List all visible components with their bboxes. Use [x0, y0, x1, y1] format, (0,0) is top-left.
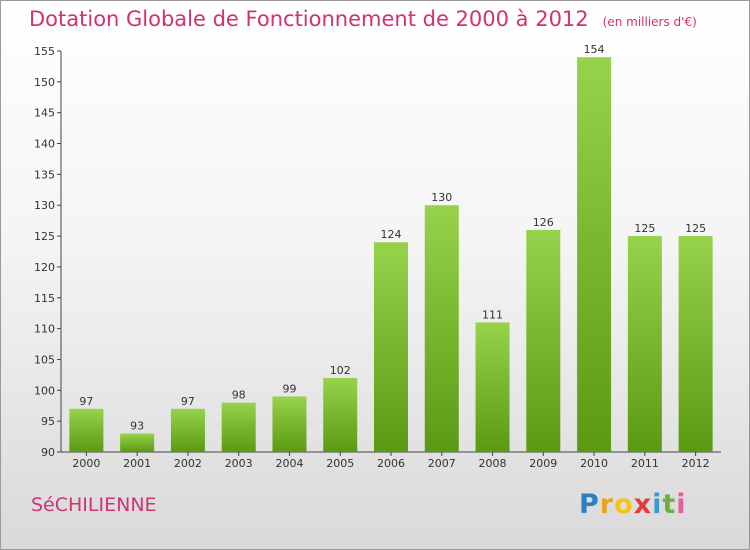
logo-letter: r: [599, 489, 615, 520]
commune-name: SéCHILIENNE: [31, 494, 157, 516]
x-tick-label: 2000: [72, 457, 100, 470]
x-tick-label: 2011: [631, 457, 659, 470]
x-axis: 2000 2001 2002 2003 2004 2005 2006 2007 2008 2009…: [61, 451, 721, 470]
y-tick-label: 145: [34, 107, 55, 120]
bar-value-label: 130: [431, 191, 452, 204]
y-tick-label: 120: [34, 261, 55, 274]
bar-2007: [424, 205, 459, 452]
x-tick-label: 2004: [275, 457, 303, 470]
bar-value-label: 93: [130, 419, 144, 432]
x-tick-label: 2009: [529, 457, 557, 470]
x-tick-label: 2002: [174, 457, 202, 470]
bars: 97 93 97 98 99 102 124 130 111 126 154 125 125: [69, 43, 713, 453]
bar-value-label: 97: [79, 395, 93, 408]
x-tick-label: 2012: [682, 457, 710, 470]
bar-2004: [272, 396, 307, 452]
bar-value-label: 111: [482, 308, 503, 321]
proxiti-logo: Proxiti: [579, 489, 687, 520]
x-tick-label: 2005: [326, 457, 354, 470]
y-tick-label: 105: [34, 353, 55, 366]
bar-value-label: 125: [634, 222, 655, 235]
bar-2002: [170, 408, 205, 452]
bar-2006: [374, 242, 408, 452]
y-tick-label: 110: [34, 323, 55, 336]
bar-2003: [221, 402, 256, 452]
y-tick-label: 140: [34, 138, 55, 151]
x-tick-label: 2007: [428, 457, 456, 470]
bar-value-label: 154: [584, 43, 605, 56]
x-tick-label: 2010: [580, 457, 608, 470]
bar-value-label: 98: [232, 389, 246, 402]
y-tick-label: 155: [34, 45, 55, 58]
bar-value-label: 99: [282, 382, 296, 395]
logo-letter: o: [614, 489, 634, 520]
bar-value-label: 97: [181, 395, 195, 408]
bar-2005: [323, 377, 358, 452]
y-tick-label: 130: [34, 199, 55, 212]
y-tick-label: 135: [34, 168, 55, 181]
chart-unit-note: (en milliers d'€): [602, 15, 697, 29]
y-tick-label: 95: [41, 415, 55, 428]
x-tick-label: 2001: [123, 457, 151, 470]
bar-value-label: 124: [381, 228, 402, 241]
x-tick-label: 2006: [377, 457, 405, 470]
bar-2011: [627, 236, 662, 452]
logo-letter: x: [633, 489, 653, 520]
x-tick-label: 2008: [479, 457, 507, 470]
y-tick-label: 150: [34, 76, 55, 89]
bar-2010: [577, 57, 612, 453]
y-tick-label: 100: [34, 384, 55, 397]
bar-2009: [526, 229, 561, 452]
chart-title: Dotation Globale de Fonctionnement de 20…: [29, 7, 697, 31]
logo-letter: i: [652, 489, 663, 520]
bar-2008: [475, 322, 510, 452]
bar-value-label: 125: [685, 222, 706, 235]
y-tick-label: 90: [41, 446, 55, 459]
logo-letter: i: [676, 489, 687, 520]
chart-title-text: Dotation Globale de Fonctionnement de 20…: [29, 7, 589, 31]
x-tick-label: 2003: [225, 457, 253, 470]
bar-2001: [120, 433, 155, 452]
logo-letter: P: [579, 489, 600, 520]
bar-value-label: 102: [330, 364, 351, 377]
bar-2012: [678, 236, 713, 452]
y-axis: 90 95 100 105 110 115 120 125 130 135 140 145 150 155: [34, 45, 62, 459]
logo-letter: t: [662, 489, 677, 520]
bar-value-label: 126: [533, 216, 554, 229]
y-tick-label: 115: [34, 292, 55, 305]
y-tick-label: 125: [34, 230, 55, 243]
bar-2000: [69, 408, 104, 452]
